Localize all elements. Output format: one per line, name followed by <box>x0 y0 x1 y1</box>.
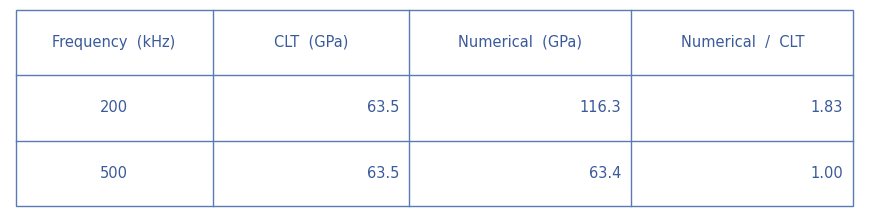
Text: 200: 200 <box>100 100 128 116</box>
Text: 63.5: 63.5 <box>367 100 399 116</box>
Text: Frequency  (kHz): Frequency (kHz) <box>52 35 176 50</box>
Text: Numerical  (GPa): Numerical (GPa) <box>458 35 582 50</box>
Text: 1.83: 1.83 <box>811 100 843 116</box>
Text: 63.4: 63.4 <box>588 166 621 181</box>
Text: 116.3: 116.3 <box>580 100 621 116</box>
Text: CLT  (GPa): CLT (GPa) <box>274 35 348 50</box>
Text: 1.00: 1.00 <box>810 166 843 181</box>
Text: Numerical  /  CLT: Numerical / CLT <box>680 35 804 50</box>
Text: 500: 500 <box>100 166 128 181</box>
Text: 63.5: 63.5 <box>367 166 399 181</box>
